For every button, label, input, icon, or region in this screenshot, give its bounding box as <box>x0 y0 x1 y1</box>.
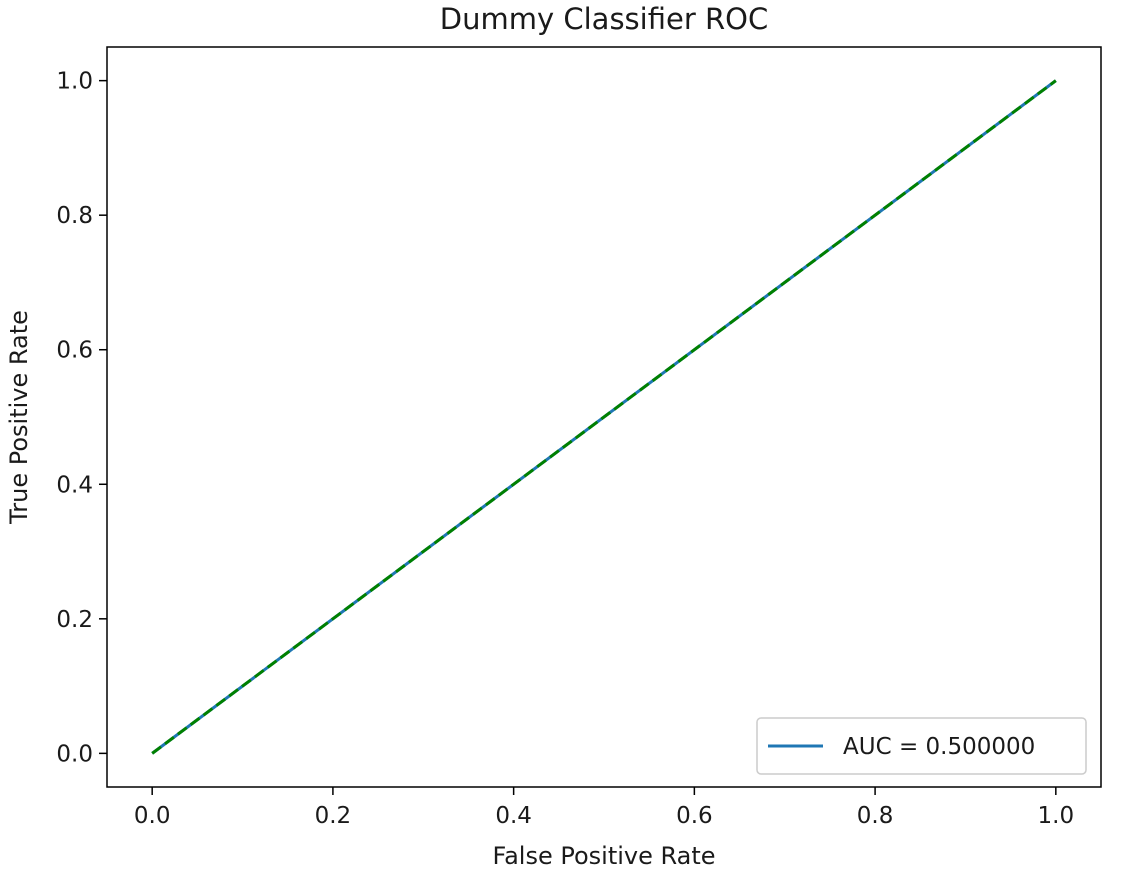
plot-area-frame <box>106 46 1102 788</box>
series-layer <box>151 79 1057 755</box>
legend: AUC = 0.500000 <box>756 717 1087 775</box>
x-tick-label: 1.0 <box>1038 803 1075 829</box>
y-tick-label: 1.0 <box>56 69 93 95</box>
chart-title: Dummy Classifier ROC <box>440 2 768 36</box>
y-axis-label: True Positive Rate <box>5 310 33 525</box>
x-axis-ticks: 0.0 0.2 0.4 0.6 0.8 1.0 <box>134 787 1074 829</box>
x-tick-label: 0.6 <box>676 803 713 829</box>
legend-box <box>756 717 1087 775</box>
chance-diagonal-dashed-line <box>151 79 1057 755</box>
y-tick-label: 0.4 <box>56 472 93 498</box>
y-tick-label: 0.2 <box>56 607 93 633</box>
x-axis-label: False Positive Rate <box>492 842 715 870</box>
legend-label-auc: AUC = 0.500000 <box>843 734 1035 760</box>
x-tick-label: 0.4 <box>495 803 532 829</box>
x-tick-label: 0.0 <box>134 803 171 829</box>
y-tick-label: 0.0 <box>56 741 93 767</box>
x-tick-label: 0.2 <box>315 803 352 829</box>
y-tick-label: 0.8 <box>56 203 93 229</box>
x-tick-label: 0.8 <box>857 803 894 829</box>
y-axis-ticks: 0.0 0.2 0.4 0.6 0.8 1.0 <box>56 69 107 767</box>
y-tick-label: 0.6 <box>56 338 93 364</box>
